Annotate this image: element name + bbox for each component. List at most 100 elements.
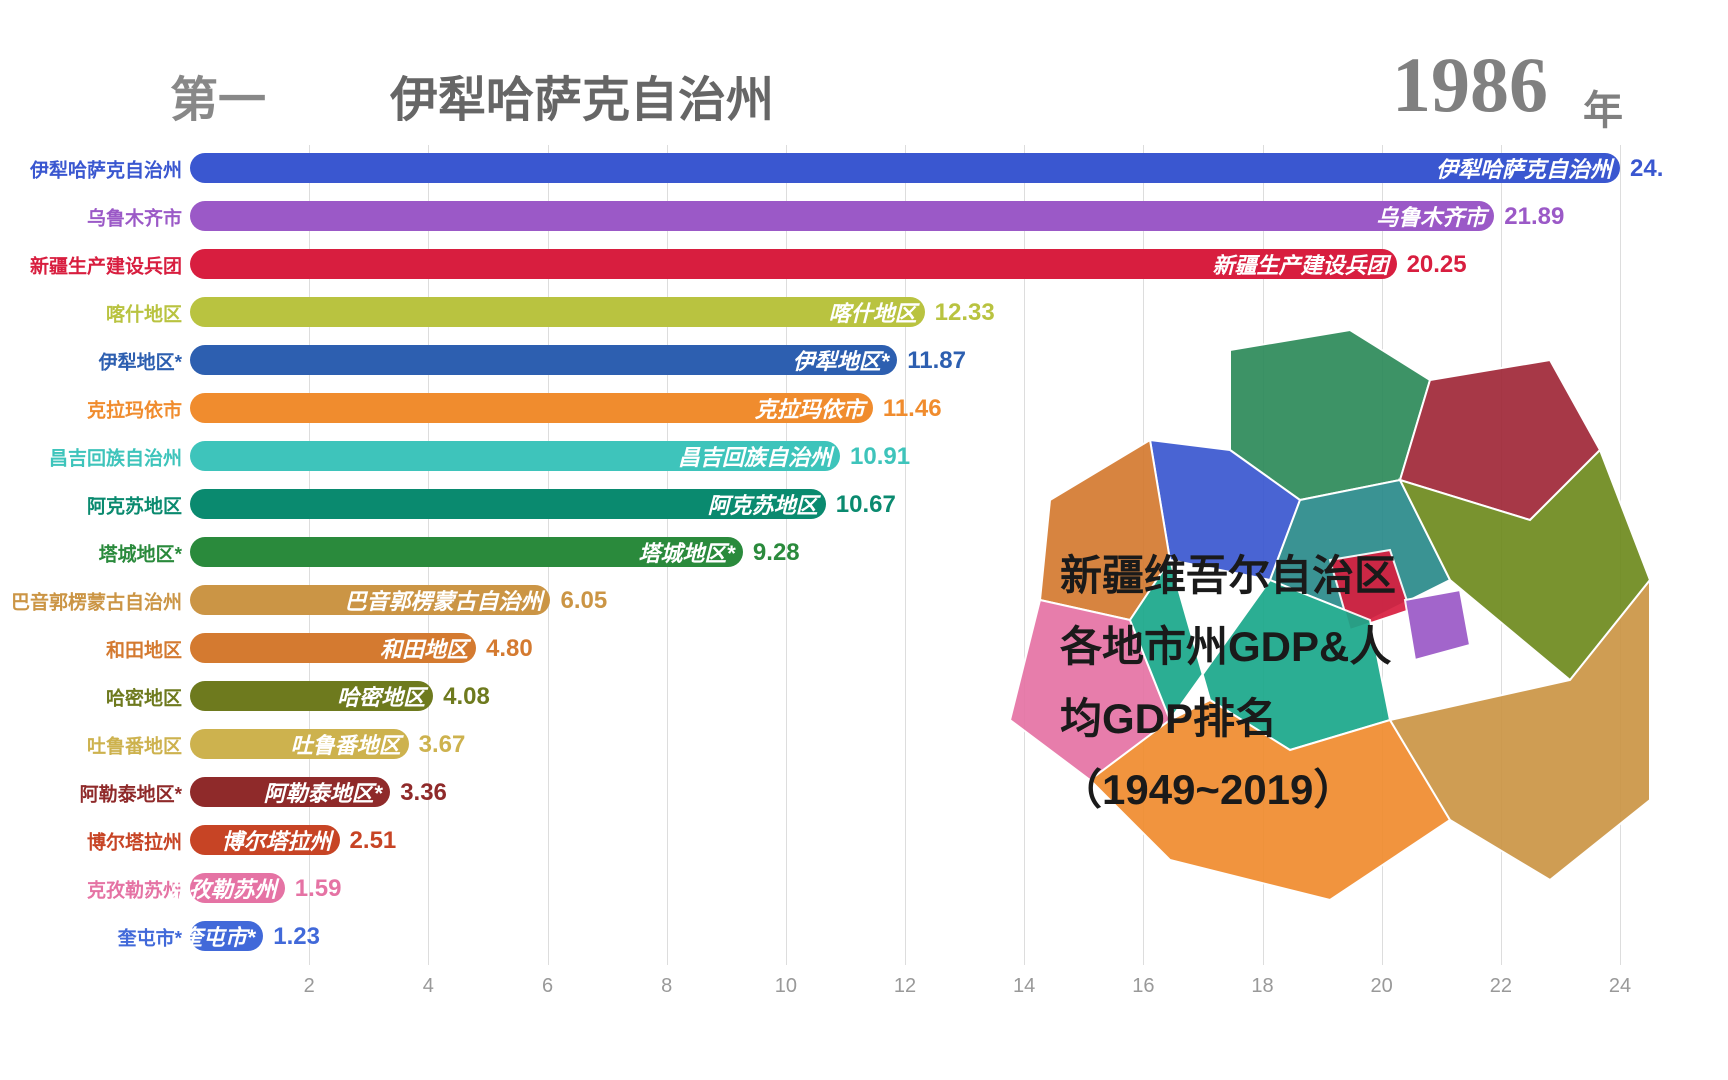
bar: 乌鲁木齐市 <box>190 201 1494 231</box>
bar-inner-label: 乌鲁木齐市 <box>1376 200 1486 232</box>
bar-inner-label: 伊犁地区* <box>793 344 890 376</box>
bar-row: 新疆生产建设兵团新疆生产建设兵团20.25 <box>190 241 1620 289</box>
x-tick-label: 10 <box>775 975 797 998</box>
bar-inner-label: 喀什地区 <box>829 296 917 328</box>
bar-value-label: 12.33 <box>935 299 995 327</box>
bar: 克孜勒苏州 <box>190 873 285 903</box>
bar-row: 伊犁地区*伊犁地区*11.87 <box>190 337 1620 385</box>
bar-chart: 24681012141618202224伊犁哈萨克自治州伊犁哈萨克自治州24.乌… <box>190 145 1620 995</box>
bar-value-label: 2.51 <box>350 827 397 855</box>
x-tick-label: 12 <box>894 975 916 998</box>
bar-inner-label: 和田地区 <box>380 632 468 664</box>
bar-inner-label: 奎屯市* <box>181 920 256 952</box>
bar-inner-label: 吐鲁番地区 <box>291 728 401 760</box>
bar-inner-label: 新疆生产建设兵团 <box>1213 248 1389 280</box>
bar-value-label: 10.67 <box>836 491 896 519</box>
bar: 哈密地区 <box>190 681 433 711</box>
bar-value-label: 10.91 <box>850 443 910 471</box>
x-tick-label: 6 <box>542 975 553 998</box>
y-axis-label: 和田地区 <box>0 636 182 663</box>
bar-inner-label: 阿勒泰地区* <box>264 776 383 808</box>
bar-inner-label: 博尔塔拉州 <box>222 824 332 856</box>
y-axis-label: 吐鲁番地区 <box>0 732 182 759</box>
bar: 克拉玛依市 <box>190 393 873 423</box>
y-axis-label: 昌吉回族自治州 <box>0 444 182 471</box>
y-axis-label: 伊犁地区* <box>0 348 182 375</box>
bar-value-label: 9.28 <box>753 539 800 567</box>
bar-inner-label: 克拉玛依市 <box>755 392 865 424</box>
y-axis-label: 克拉玛依市 <box>0 396 182 423</box>
y-axis-label: 乌鲁木齐市 <box>0 204 182 231</box>
x-tick-label: 20 <box>1371 975 1393 998</box>
y-axis-label: 新疆生产建设兵团 <box>0 252 182 279</box>
bar-value-label: 21.89 <box>1504 203 1564 231</box>
bar-row: 阿勒泰地区*阿勒泰地区*3.36 <box>190 769 1620 817</box>
bar-row: 吐鲁番地区吐鲁番地区3.67 <box>190 721 1620 769</box>
y-axis-label: 阿勒泰地区* <box>0 780 182 807</box>
bar: 伊犁地区* <box>190 345 897 375</box>
bar: 吐鲁番地区 <box>190 729 409 759</box>
bar-inner-label: 阿克苏地区 <box>708 488 818 520</box>
gridline <box>1620 145 1621 965</box>
bar-inner-label: 克孜勒苏州 <box>167 872 277 904</box>
bar-row: 克孜勒苏州克孜勒苏州1.59 <box>190 865 1620 913</box>
bar-row: 奎屯市*奎屯市*1.23 <box>190 913 1620 961</box>
bar-value-label: 3.36 <box>400 779 447 807</box>
bar-value-label: 11.87 <box>907 347 966 375</box>
bar-row: 喀什地区喀什地区12.33 <box>190 289 1620 337</box>
bar: 奎屯市* <box>190 921 263 951</box>
bar-inner-label: 伊犁哈萨克自治州 <box>1436 152 1612 184</box>
bar-row: 乌鲁木齐市乌鲁木齐市21.89 <box>190 193 1620 241</box>
bar-inner-label: 昌吉回族自治州 <box>678 440 832 472</box>
bar: 伊犁哈萨克自治州 <box>190 153 1620 183</box>
bar-value-label: 1.59 <box>295 875 342 903</box>
bar-row: 克拉玛依市克拉玛依市11.46 <box>190 385 1620 433</box>
bar-inner-label: 巴音郭楞蒙古自治州 <box>344 584 542 616</box>
bar: 和田地区 <box>190 633 476 663</box>
x-tick-label: 14 <box>1013 975 1035 998</box>
x-tick-label: 4 <box>423 975 434 998</box>
bar-value-label: 24. <box>1630 155 1663 183</box>
bar: 塔城地区* <box>190 537 743 567</box>
y-axis-label: 塔城地区* <box>0 540 182 567</box>
y-axis-label: 伊犁哈萨克自治州 <box>0 156 182 183</box>
bar-value-label: 3.67 <box>419 731 466 759</box>
x-tick-label: 24 <box>1609 975 1631 998</box>
bar-inner-label: 塔城地区* <box>638 536 735 568</box>
year-value: 1986 <box>1392 40 1548 130</box>
x-tick-label: 18 <box>1251 975 1273 998</box>
y-axis-label: 哈密地区 <box>0 684 182 711</box>
x-tick-label: 8 <box>661 975 672 998</box>
y-axis-label: 喀什地区 <box>0 300 182 327</box>
bar-value-label: 1.23 <box>273 923 320 951</box>
bar: 新疆生产建设兵团 <box>190 249 1397 279</box>
bar-row: 伊犁哈萨克自治州伊犁哈萨克自治州24. <box>190 145 1620 193</box>
bar-row: 哈密地区哈密地区4.08 <box>190 673 1620 721</box>
bar-row: 和田地区和田地区4.80 <box>190 625 1620 673</box>
bar-value-label: 11.46 <box>883 395 942 423</box>
y-axis-label: 巴音郭楞蒙古自治州 <box>0 588 182 615</box>
x-tick-label: 16 <box>1132 975 1154 998</box>
bar-value-label: 4.80 <box>486 635 533 663</box>
bar: 昌吉回族自治州 <box>190 441 840 471</box>
y-axis-label: 奎屯市* <box>0 924 182 951</box>
bar-value-label: 4.08 <box>443 683 490 711</box>
year-suffix: 年 <box>1583 78 1623 136</box>
bar-row: 塔城地区*塔城地区*9.28 <box>190 529 1620 577</box>
chart-header: 第一 伊犁哈萨克自治州 1986 年 <box>0 40 1728 120</box>
bar-value-label: 20.25 <box>1407 251 1467 279</box>
bar: 巴音郭楞蒙古自治州 <box>190 585 550 615</box>
bar-row: 昌吉回族自治州昌吉回族自治州10.91 <box>190 433 1620 481</box>
leader-name: 伊犁哈萨克自治州 <box>390 60 774 130</box>
bar: 博尔塔拉州 <box>190 825 340 855</box>
x-tick-label: 2 <box>304 975 315 998</box>
bar-value-label: 6.05 <box>560 587 607 615</box>
y-axis-label: 阿克苏地区 <box>0 492 182 519</box>
bar-row: 巴音郭楞蒙古自治州巴音郭楞蒙古自治州6.05 <box>190 577 1620 625</box>
y-axis-label: 博尔塔拉州 <box>0 828 182 855</box>
rank-label: 第一 <box>170 60 266 130</box>
bar: 喀什地区 <box>190 297 925 327</box>
x-tick-label: 22 <box>1490 975 1512 998</box>
bar-inner-label: 哈密地区 <box>337 680 425 712</box>
bar-row: 博尔塔拉州博尔塔拉州2.51 <box>190 817 1620 865</box>
